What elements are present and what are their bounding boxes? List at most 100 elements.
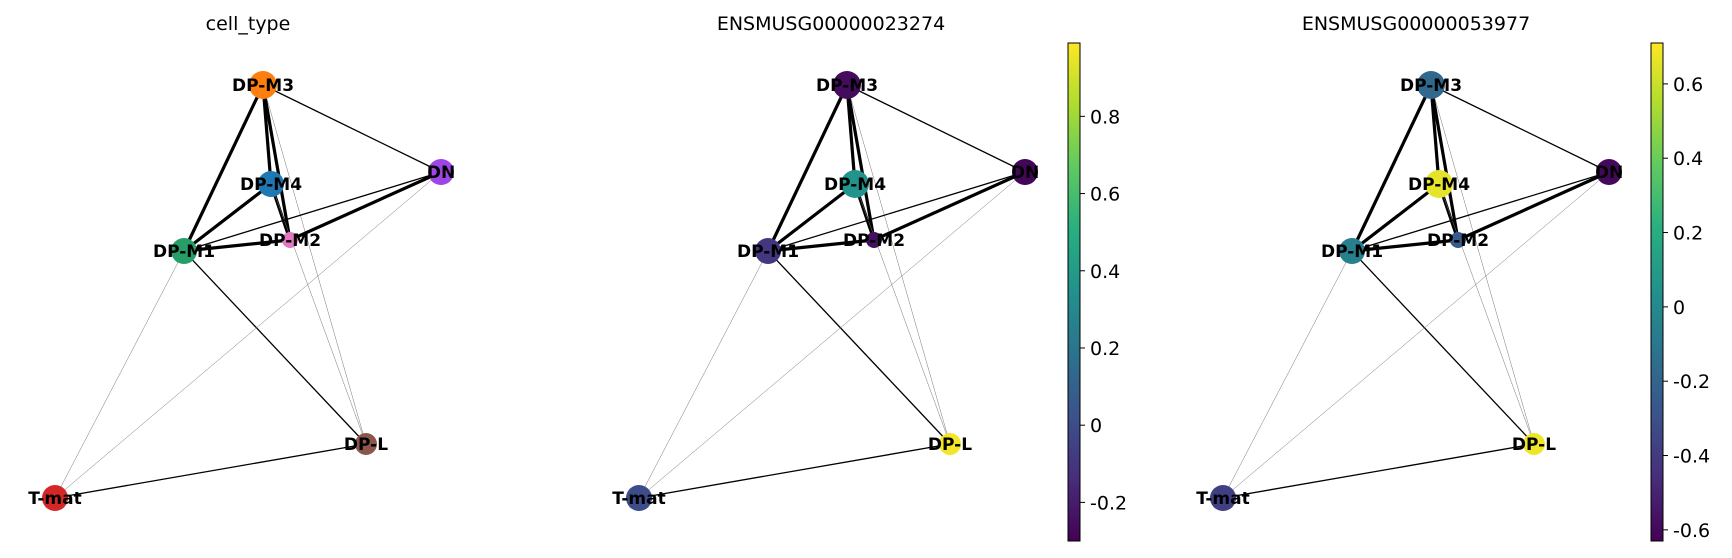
- colorbar-tick-label: 0.6: [1673, 74, 1703, 96]
- edge-dp-m1-t-mat: [54, 250, 185, 499]
- ensmusg00000053977-panel: ENSMUSG00000053977 DP-M3DNDP-M4DP-M1DP-M…: [1196, 13, 1710, 542]
- edge-dp-m3-dn: [1430, 84, 1610, 173]
- edge-dp-m2-dn: [1457, 170, 1610, 242]
- node-dp-m4: [258, 171, 284, 197]
- node-label-dn: DN: [1011, 163, 1039, 183]
- edge-dp-m2-dn: [289, 170, 442, 242]
- colorbar-gradient: [1650, 42, 1664, 542]
- label-layer: DP-M3 DN DP-M4 DP-M1 DP-M2 DP-L T-mat: [1196, 76, 1623, 509]
- node-dp-m3: [833, 71, 861, 99]
- node-dp-l: [1523, 433, 1545, 455]
- node-label-dp-l: DP-L: [928, 435, 972, 455]
- edge-dp-m1-dn: [767, 171, 1026, 252]
- edge-dp-m1-dp-m2: [183, 238, 291, 253]
- node-dp-l: [355, 433, 377, 455]
- edge-dp-m3-dp-l: [846, 84, 951, 445]
- edge-dp-m1-dn: [1351, 171, 1610, 252]
- colorbar-tick-label: 0.2: [1090, 338, 1120, 360]
- colorbar-tick-label: -0.6: [1673, 520, 1710, 542]
- edge-dp-m3-dp-m1: [766, 84, 849, 252]
- edge-dp-m4-dp-l: [270, 183, 367, 445]
- edge-dp-m1-dp-l: [1351, 250, 1535, 445]
- node-label-dp-m4: DP-M4: [240, 175, 302, 195]
- cell-type-panel: cell_type DP-M3 DN DP-M4 DP-M1 DP-M2 DP-L T-ma…: [28, 13, 455, 511]
- node-t-mat: [42, 485, 68, 511]
- edge-dp-m3-dp-l: [262, 84, 367, 445]
- edge-dp-m3-dn: [262, 84, 442, 173]
- node-label-dn: DN: [427, 163, 455, 183]
- edge-dp-m3-dp-m2: [845, 84, 876, 241]
- node-label-dp-m1: DP-M1: [737, 242, 799, 262]
- node-label-dp-m2: DP-M2: [259, 231, 321, 251]
- edge-dn-t-mat: [638, 171, 1026, 499]
- edge-dn-t-mat: [54, 171, 442, 499]
- node-t-mat: [1210, 485, 1236, 511]
- colorbar-tick-label: 0: [1673, 297, 1685, 319]
- node-dp-m4: [1425, 170, 1453, 198]
- colorbar-tick-label: 0.2: [1673, 223, 1703, 245]
- label-layer: DP-M3 DN DP-M4 DP-M1 DP-M2 DP-L T-mat: [28, 76, 455, 509]
- node-label-dp-m1: DP-M1: [153, 242, 215, 262]
- node-dn: [428, 159, 454, 185]
- colorbar-tick-label: 0.4: [1673, 148, 1703, 170]
- node-dp-m2: [282, 232, 298, 248]
- colorbar-tick-label: -0.2: [1090, 492, 1127, 514]
- node-dp-m3: [1417, 71, 1445, 99]
- edge-dp-m1-dp-l: [183, 250, 367, 445]
- node-dn: [1012, 159, 1038, 185]
- edge-dp-m1-dp-m2: [1351, 238, 1459, 253]
- node-layer: [626, 71, 1038, 511]
- colorbar-tick-label: 0.4: [1090, 261, 1120, 283]
- panel-title: ENSMUSG00000023274: [717, 13, 945, 35]
- colorbar-tick-label: 0.6: [1090, 184, 1120, 206]
- edge-dp-m4-dp-m1: [1351, 182, 1440, 253]
- node-dp-m1: [1339, 238, 1365, 264]
- colorbar: 0.6 0.4 0.2 0 -0.2 -0.4 -0.6: [1650, 42, 1710, 542]
- node-dp-l: [939, 433, 961, 455]
- edge-dp-m4-dp-m1: [767, 182, 856, 253]
- node-label-dp-m2: DP-M2: [1427, 231, 1489, 251]
- edge-dp-m1-t-mat: [638, 250, 769, 499]
- node-label-dp-m3: DP-M3: [1400, 76, 1462, 96]
- colorbar-tick-label: 0.8: [1090, 106, 1120, 128]
- node-label-dp-m1: DP-M1: [1321, 242, 1383, 262]
- colorbar-gradient: [1067, 42, 1081, 542]
- node-layer: [1210, 71, 1622, 511]
- colorbar-tick-label: 0: [1090, 415, 1102, 437]
- edge-dn-t-mat: [1222, 171, 1610, 499]
- edge-dp-m3-dp-m2: [1429, 84, 1460, 241]
- edge-dp-m1-dp-l: [767, 250, 951, 445]
- edge-t-mat-dp-l: [54, 443, 367, 499]
- node-dp-m4: [841, 170, 869, 198]
- edge-t-mat-dp-l: [1222, 443, 1535, 499]
- node-dp-m1: [755, 238, 781, 264]
- colorbar: 0.8 0.6 0.4 0.2 0 -0.2: [1067, 42, 1127, 542]
- edge-dp-m4-dp-l: [1438, 183, 1535, 445]
- node-label-dp-l: DP-L: [1512, 435, 1556, 455]
- node-label-dp-m4: DP-M4: [1408, 175, 1470, 195]
- node-label-dp-m2: DP-M2: [843, 231, 905, 251]
- ensmusg00000023274-panel: ENSMUSG00000023274 DP-M3 DN DP-M4 DP-M1 DP-M…: [612, 13, 1127, 542]
- edge-layer: [638, 84, 1026, 499]
- node-label-dp-m3: DP-M3: [232, 76, 294, 96]
- edge-t-mat-dp-l: [638, 443, 951, 499]
- edge-dp-m3-dn: [846, 84, 1026, 173]
- colorbar-tick-label: -0.4: [1673, 446, 1710, 468]
- node-label-t-mat: T-mat: [1196, 489, 1249, 509]
- node-label-dn: DN: [1595, 163, 1623, 183]
- node-dn: [1596, 159, 1622, 185]
- edge-dp-m1-t-mat: [1222, 250, 1353, 499]
- node-label-dp-m4: DP-M4: [824, 175, 886, 195]
- edge-dp-m2-dn: [873, 170, 1026, 242]
- label-layer: DP-M3 DN DP-M4 DP-M1 DP-M2 DP-L T-mat: [612, 76, 1039, 509]
- node-dp-m3: [249, 71, 277, 99]
- edge-layer: [1222, 84, 1610, 499]
- node-label-dp-m3: DP-M3: [816, 76, 878, 96]
- edge-dp-m4-dp-m1: [183, 182, 272, 253]
- node-t-mat: [626, 485, 652, 511]
- node-dp-m2: [866, 232, 882, 248]
- node-dp-m2: [1450, 232, 1466, 248]
- edge-dp-m3-dp-m1: [182, 84, 265, 252]
- node-layer: [42, 71, 454, 511]
